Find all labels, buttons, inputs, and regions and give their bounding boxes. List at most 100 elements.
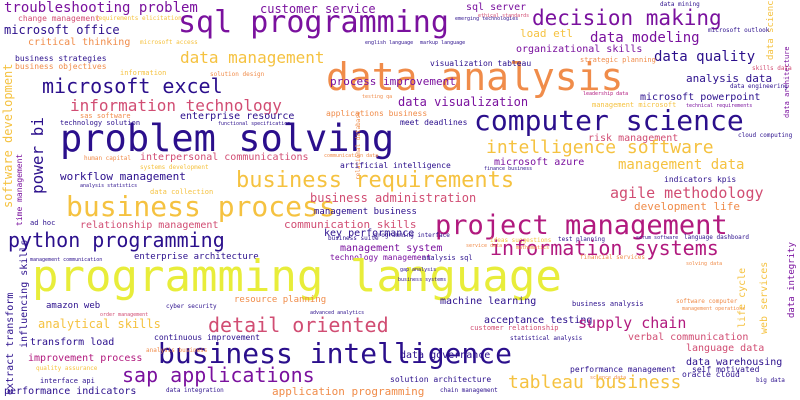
word: critical thinking <box>28 37 131 48</box>
word: key performance <box>324 228 415 239</box>
word: intelligence software <box>486 137 714 158</box>
word: communication data <box>324 153 379 159</box>
word: information <box>120 69 167 77</box>
word: amazon web <box>46 301 101 311</box>
word: data visualization <box>398 95 529 109</box>
word: requirements elicitation <box>95 15 182 22</box>
word: self motivated <box>692 365 760 374</box>
word: microsoft access <box>140 39 198 46</box>
word: gap analysis <box>400 267 437 273</box>
word: solution design <box>210 71 265 78</box>
word: business requirements <box>236 168 515 193</box>
word: data modeling <box>590 30 700 46</box>
word: testing qa <box>362 94 393 100</box>
word: change management <box>18 14 100 23</box>
word: advanced analytics <box>310 310 365 316</box>
word: load etl <box>520 27 573 40</box>
word: enterprise resource <box>180 111 295 122</box>
word: resource planning <box>234 295 327 305</box>
word: functional specification <box>218 121 291 127</box>
word: language dashboard <box>684 234 750 241</box>
word: interpersonal communications <box>140 152 309 163</box>
word: technology solution <box>60 119 141 127</box>
word: analysis sql <box>422 254 473 262</box>
word: supply chain <box>578 314 687 332</box>
word: extract transform <box>5 292 16 395</box>
word: mathematics <box>516 245 550 251</box>
word: workflow management <box>60 170 186 183</box>
word: performance indicators <box>4 386 137 397</box>
word: management communication <box>30 257 103 263</box>
word: transform load <box>30 337 115 348</box>
word: problem solving <box>60 117 395 160</box>
word: data quality <box>654 49 756 65</box>
word: finance business <box>484 166 533 172</box>
word: management operations <box>682 306 746 312</box>
word: solving data <box>686 261 723 267</box>
word: management data <box>618 157 745 173</box>
word: ethical standards <box>478 13 530 19</box>
word: web services <box>759 261 770 334</box>
word: leadership data <box>583 91 629 97</box>
word: agile methodology <box>610 184 764 202</box>
word: data integrity <box>787 242 797 318</box>
word: applications business <box>326 109 428 118</box>
word: sas software <box>80 112 131 120</box>
word: data mining <box>660 1 700 8</box>
word: communication skills <box>284 218 417 231</box>
word: systems development <box>140 164 209 171</box>
word: analysis data <box>686 72 773 85</box>
word: business strategies <box>15 54 107 63</box>
word: time management <box>15 153 24 226</box>
word: business systems <box>398 277 447 283</box>
word: customer service <box>260 2 376 16</box>
word: artificial intelligence <box>340 161 451 170</box>
word: skills data <box>752 65 792 72</box>
word: business analysis <box>572 300 644 308</box>
word: programming language <box>32 251 562 302</box>
word: oracle cloud <box>682 370 740 379</box>
word: machine learning <box>440 296 537 307</box>
word: chain management <box>440 387 498 394</box>
word: software computer <box>676 298 738 305</box>
word: solution architecture <box>390 375 492 384</box>
word: financial services <box>580 254 646 261</box>
word: life cycle <box>737 267 748 328</box>
word: data integration <box>166 387 224 394</box>
word: emerging technologies <box>455 16 519 22</box>
word: ideas suggestions <box>490 237 552 244</box>
word: project management <box>435 210 728 241</box>
word: management system <box>340 243 443 254</box>
word: technology management <box>330 253 432 262</box>
word: microsoft excel <box>42 74 223 98</box>
word: ad hoc <box>30 219 56 227</box>
word: analysis statistics <box>80 183 138 189</box>
word: scrum software <box>636 235 679 241</box>
word: order management <box>100 312 149 318</box>
word: data warehousing <box>686 357 783 368</box>
word: visualization tableau <box>430 59 532 68</box>
word: power bi <box>28 116 47 194</box>
word: analysis business <box>146 347 208 354</box>
word: big data <box>756 377 785 384</box>
word: business administration <box>310 191 477 205</box>
word: improvement process <box>28 353 143 364</box>
word: python programming <box>8 228 225 252</box>
word: interface api <box>40 377 95 385</box>
word: data management <box>180 48 325 67</box>
word: process improvement <box>330 75 456 88</box>
word: business objectives <box>15 62 107 71</box>
word: software development <box>1 63 15 209</box>
word: enterprise architecture <box>134 252 259 262</box>
word: cloud computing <box>738 132 793 139</box>
word: quality assurance <box>36 365 98 372</box>
word: microsoft office <box>4 23 120 37</box>
word: data engineering <box>730 83 788 90</box>
word: service data <box>466 243 503 249</box>
word: business intelligence <box>158 337 513 370</box>
word: business suite <box>328 235 379 242</box>
word: verbal communication <box>628 332 749 343</box>
word: programming interface <box>374 232 450 239</box>
word: markup language <box>420 40 466 46</box>
word: science data <box>590 375 627 381</box>
